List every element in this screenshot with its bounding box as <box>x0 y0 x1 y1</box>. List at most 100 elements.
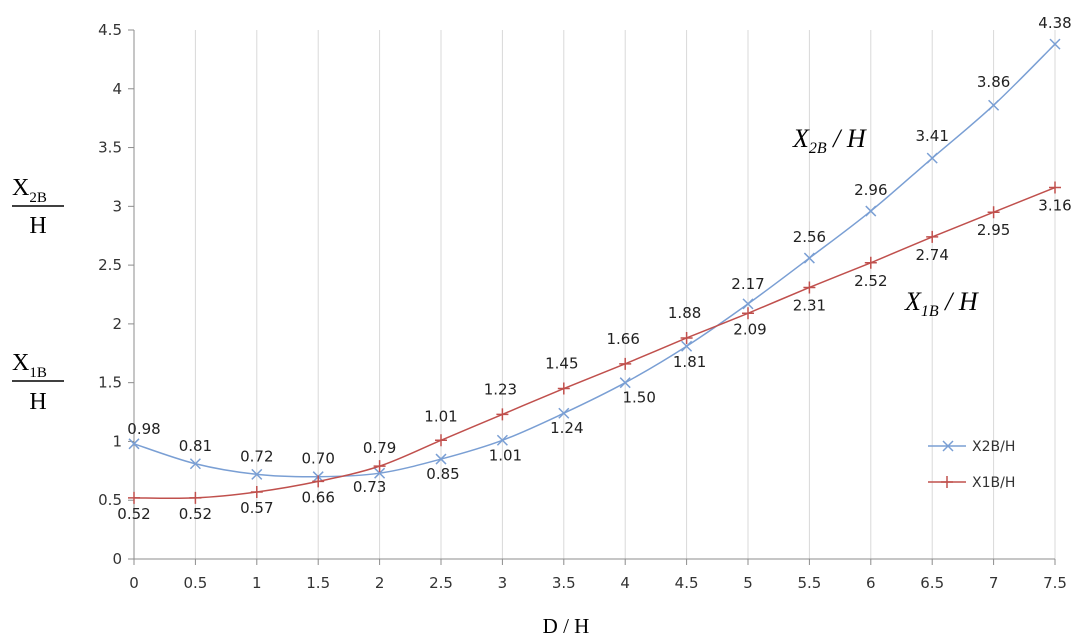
data-label-x2b: 0.72 <box>240 447 273 465</box>
x-tick-label: 4 <box>620 574 630 592</box>
point-x2b <box>496 434 508 446</box>
data-label-x2b: 1.81 <box>673 353 706 371</box>
point-x1b <box>189 491 202 504</box>
data-label-x2b: 1.01 <box>489 446 522 464</box>
point-x2b <box>803 252 815 264</box>
point-x1b <box>435 434 447 447</box>
x-tick-label: 2.5 <box>429 574 453 592</box>
y-tick-label: 0 <box>112 550 122 568</box>
point-x1b <box>619 357 632 370</box>
point-x2b <box>1049 38 1061 50</box>
point-x2b <box>742 298 754 310</box>
data-label-x2b: 0.81 <box>179 437 212 455</box>
data-label-x1b: 3.16 <box>1038 197 1071 215</box>
point-x1b <box>557 382 570 395</box>
point-x2b <box>435 453 447 465</box>
data-label-x1b: 2.95 <box>977 221 1010 239</box>
data-label-x1b: 1.66 <box>606 330 639 348</box>
x-tick-label: 7.5 <box>1043 574 1067 592</box>
y-tick-labels: 0 0.5 1 1.5 2 2.5 3 3.5 4 4.5 <box>98 21 122 568</box>
y-label-x1b-sub: 1B <box>29 365 47 381</box>
data-label-x1b: 0.52 <box>179 505 212 523</box>
x-tick-label: 3.5 <box>552 574 576 592</box>
data-label-x1b: 1.01 <box>424 407 457 425</box>
point-x1b <box>496 408 509 421</box>
data-label-x2b: 0.98 <box>127 420 160 438</box>
series-line-x1b <box>133 186 1056 500</box>
series-layer <box>128 38 1061 504</box>
legend-marker-x1b <box>941 476 953 488</box>
data-label-x2b: 0.85 <box>426 465 459 483</box>
x-tick-label: 5.5 <box>797 574 821 592</box>
y-tick-label: 1 <box>112 432 122 450</box>
y-tick-label: 4 <box>112 80 122 98</box>
point-x2b <box>374 467 386 479</box>
point-x1b <box>803 281 816 294</box>
point-x2b <box>865 205 877 217</box>
curve-label-x1b: X1B / H <box>904 287 979 320</box>
point-x2b <box>681 340 693 352</box>
point-x2b <box>128 438 140 450</box>
y-label-x2b-sub: 2B <box>29 190 47 206</box>
x-tick-label: 2 <box>375 574 385 592</box>
svg-text:X1B: X1B <box>12 350 47 381</box>
data-label-x2b: 0.70 <box>301 450 334 468</box>
point-x2b <box>619 377 631 389</box>
x-axis-title: D / H <box>543 614 590 638</box>
point-x1b <box>373 460 386 473</box>
data-label-x1b: 0.79 <box>363 439 396 457</box>
y-tick-label: 4.5 <box>98 21 122 39</box>
data-label-x1b: 2.09 <box>733 320 766 338</box>
data-label-x1b: 2.74 <box>915 246 948 264</box>
point-x2b <box>926 152 938 164</box>
y-tick-label: 3 <box>112 197 122 215</box>
x-tick-label: 1 <box>252 574 262 592</box>
vertical-gridlines <box>194 30 1056 559</box>
data-label-x1b: 1.23 <box>484 380 517 398</box>
y-tick-label: 2.5 <box>98 256 122 274</box>
y-tick-label: 2 <box>112 315 122 333</box>
legend-item-x1b: X1B/H <box>928 475 1015 491</box>
point-x1b <box>864 256 877 269</box>
data-label-x2b: 1.24 <box>550 419 583 437</box>
data-label-x1b: 0.66 <box>301 488 334 506</box>
data-label-x2b: 0.73 <box>353 478 386 496</box>
axes <box>128 29 1056 565</box>
x-tick-label: 5 <box>743 574 753 592</box>
series-line-x2b <box>133 43 1056 478</box>
point-x1b <box>680 331 693 344</box>
point-x1b <box>250 485 263 498</box>
point-x1b <box>742 307 754 320</box>
data-label-x1b: 1.88 <box>668 304 701 322</box>
y-label-x1b-numerator: X <box>12 350 29 376</box>
y-label-x2b-numerator: X <box>12 175 29 201</box>
data-label-x2b: 3.86 <box>977 73 1010 91</box>
point-x2b <box>988 99 1000 111</box>
legend-label-x1b: X1B/H <box>972 475 1015 491</box>
data-label-x1b: 2.31 <box>793 296 826 314</box>
x-tick-label: 0.5 <box>183 574 207 592</box>
legend-label-x2b: X2B/H <box>972 439 1015 455</box>
point-x1b <box>987 206 1000 219</box>
x-tick-label: 0 <box>129 574 139 592</box>
point-x2b <box>189 458 201 470</box>
y-axis-label-x1b: X1B H <box>12 350 64 415</box>
x-tick-label: 1.5 <box>306 574 330 592</box>
legend-marker-x2b <box>942 440 954 452</box>
y-label-x2b-denominator: H <box>29 213 46 239</box>
point-x2b <box>251 468 263 480</box>
point-x1b <box>128 491 140 504</box>
y-axis-label-x2b: X2B H <box>12 175 64 239</box>
point-x2b <box>558 407 570 419</box>
data-label-x2b: 2.96 <box>854 181 887 199</box>
x-tick-labels: 0 0.5 1 1.5 2 2.5 3 3.5 4 4.5 5 5.5 6 6.5 7 7.5 <box>129 574 1067 592</box>
data-label-x1b: 0.57 <box>240 499 273 517</box>
x-tick-label: 7 <box>989 574 999 592</box>
point-x1b <box>926 230 939 243</box>
data-label-x2b: 2.17 <box>731 275 764 293</box>
legend: X2B/H X1B/H <box>928 439 1015 491</box>
data-label-x2b: 1.50 <box>622 389 655 407</box>
x-tick-label: 6 <box>866 574 876 592</box>
x-tick-label: 4.5 <box>675 574 699 592</box>
